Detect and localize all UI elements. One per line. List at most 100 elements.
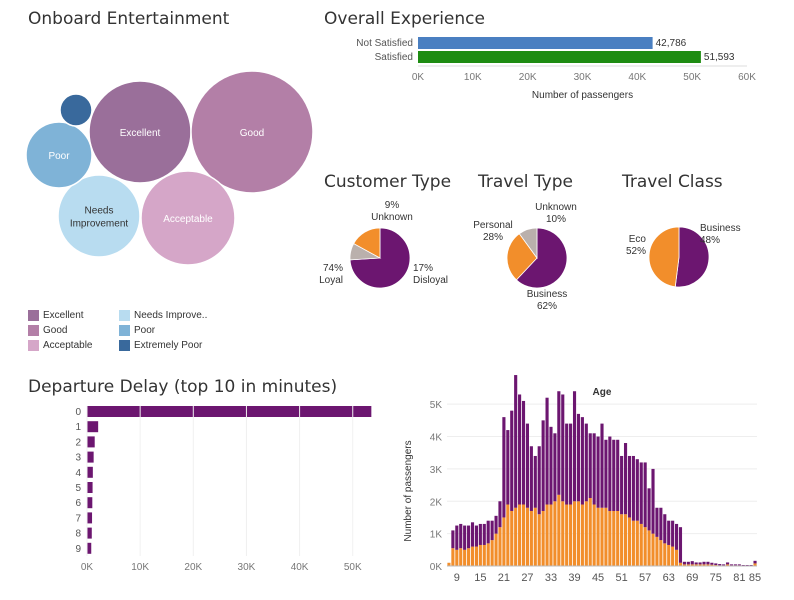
legend-swatch (28, 340, 39, 351)
bar-not-satisfied (418, 37, 653, 49)
bubble-label: Needs (85, 206, 114, 217)
pie-slice-personal (506, 233, 538, 281)
age-bar-61-orange (659, 540, 663, 566)
age-bar-43-purple (588, 433, 592, 499)
age-bar-24-purple (514, 375, 518, 508)
age-bar-70-orange (694, 564, 698, 566)
age-bar-80-purple (733, 564, 737, 566)
age-bar-52-purple (623, 443, 628, 515)
slice-name-disloyal: Disloyal (413, 275, 448, 286)
age-bar-27-purple (525, 423, 530, 508)
age-bar-23-purple (510, 410, 514, 511)
age-bar-14-orange (474, 546, 478, 566)
age-bar-64-orange (671, 546, 675, 566)
slice-percent-disloyal: 17% (413, 263, 433, 274)
legend-label: Acceptable (43, 340, 93, 351)
age-bar-60-orange (655, 536, 659, 566)
category-label: 9 (75, 544, 81, 555)
x-tick-label: 20K (519, 72, 537, 83)
age-bar-46-orange (600, 507, 604, 566)
value-label: 42,786 (656, 38, 687, 49)
experience-title: Overall Experience (324, 9, 485, 29)
y-tick-label: 2K (430, 497, 443, 508)
age-bar-31-purple (541, 420, 545, 511)
bar-delay-2 (87, 436, 95, 448)
age-bar-42-purple (584, 423, 588, 502)
age-bar-9-orange (455, 549, 459, 566)
y-tick-label: 3K (430, 465, 443, 476)
age-bar-27-orange (525, 507, 530, 566)
age-bar-29-purple (533, 455, 537, 508)
age-bar-55-orange (635, 520, 639, 566)
x-tick-label: 10K (131, 562, 149, 573)
age-bar-11-purple (463, 525, 467, 550)
age-bar-45-purple (596, 436, 600, 508)
category-label: 1 (75, 422, 81, 433)
age-bar-56-orange (639, 523, 643, 566)
pie-slice-unknown (518, 227, 538, 260)
y-tick-label: 5K (430, 400, 443, 411)
age-bar-68-orange (686, 564, 690, 566)
legend-label: Good (43, 325, 68, 336)
pie-slice-business (648, 226, 680, 288)
age-bar-40-purple (576, 413, 581, 502)
legend-swatch (28, 325, 39, 336)
bubble-label: Good (240, 128, 264, 139)
age-bar-55-purple (635, 459, 639, 521)
legend-item-good: Good (28, 325, 67, 336)
x-tick-label: 0K (81, 562, 94, 573)
age-bar-19-purple (494, 515, 498, 534)
age-bar-63-orange (667, 544, 671, 566)
age-bar-56-purple (639, 462, 643, 524)
legend-item-extremely-poor: Extremely Poor (119, 340, 202, 351)
age-bar-78-orange (726, 564, 730, 566)
age-bar-10-purple (459, 523, 463, 549)
age-bar-10-orange (459, 548, 463, 566)
category-label-satisfied: Satisfied (375, 52, 413, 63)
pie-slice-disloyal (353, 227, 381, 259)
bubble-label: Improvement (70, 219, 129, 230)
x-axis-label: Number of passengers (532, 90, 633, 101)
category-label-not-satisfied: Not Satisfied (356, 38, 413, 49)
bubble-extremely-poor (59, 93, 93, 127)
age-bar-50-orange (616, 510, 620, 566)
bar-delay-8 (87, 527, 92, 539)
x-tick-label: 57 (639, 572, 651, 584)
age-bar-85-orange (753, 563, 757, 566)
entertainment-bubble-chart: Excellent Good Acceptable Needs Improvement P… (25, 70, 314, 266)
age-bar-35-orange (557, 494, 561, 566)
age-bar-53-orange (627, 517, 632, 566)
age-bar-62-orange (663, 543, 667, 566)
legend-swatch (28, 310, 39, 321)
age-stacked-bar-chart: Age Number of passengers 0K 1K 2K 3K 4K 5K 9 15 21… (403, 375, 761, 584)
category-label: 6 (75, 498, 81, 509)
age-bar-14-purple (474, 525, 478, 547)
age-bar-74-purple (710, 562, 714, 565)
age-bar-18-purple (490, 520, 494, 541)
age-bar-29-orange (533, 507, 537, 566)
age-bar-40-orange (576, 501, 581, 566)
x-tick-label: 45 (592, 572, 604, 584)
bar-delay-6 (87, 497, 93, 509)
age-bar-33-purple (549, 426, 553, 505)
legend-item-acceptable: Acceptable (28, 340, 92, 351)
age-bar-69-orange (690, 564, 694, 566)
age-bar-71-purple (698, 562, 702, 565)
age-bar-25-orange (518, 504, 522, 566)
age-bar-36-purple (561, 394, 565, 502)
age-bar-53-purple (627, 455, 632, 518)
legend-swatch (119, 340, 130, 351)
age-bar-13-purple (470, 522, 475, 547)
bubble-poor (25, 121, 93, 189)
category-label: 8 (75, 529, 81, 540)
slice-name-eco: Eco (629, 234, 647, 245)
age-bar-39-purple (572, 391, 577, 502)
age-bar-69-purple (690, 561, 694, 565)
age-bar-22-orange (506, 504, 510, 566)
age-bar-51-orange (620, 514, 624, 566)
age-bar-25-purple (518, 394, 522, 505)
age-bar-15-orange (478, 544, 482, 566)
x-tick-label: 39 (568, 572, 580, 584)
